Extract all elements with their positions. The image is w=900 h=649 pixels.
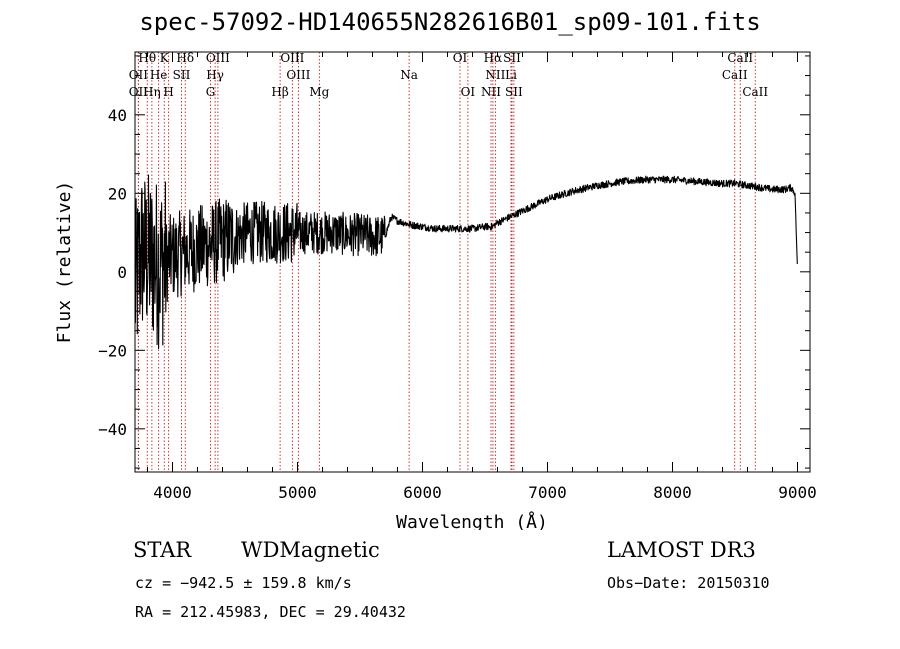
line-label-27: CaII <box>742 85 768 99</box>
line-label-8: CaII <box>727 51 753 65</box>
y-tick-label-20: 20 <box>108 184 127 203</box>
ra-dec-coordinates: RA = 212.45983, DEC = 29.40432 <box>135 603 406 621</box>
x-tick-label-9000: 9000 <box>778 483 817 502</box>
y-tick-label--20: −20 <box>98 341 127 360</box>
line-label-24: OI <box>461 85 476 99</box>
line-label-10: He <box>150 68 168 82</box>
y-axis-label: Flux (relative) <box>54 181 75 344</box>
line-label-6: Hα <box>484 51 503 65</box>
line-label-21: G <box>206 85 216 99</box>
object-type: STAR <box>133 538 192 562</box>
chart-title: spec-57092-HD140655N282616B01_sp09-101.f… <box>139 8 761 36</box>
x-tick-label-8000: 8000 <box>653 483 692 502</box>
object-subclass: WDMagnetic <box>241 538 380 562</box>
line-label-20: H <box>163 85 173 99</box>
x-tick-label-6000: 6000 <box>403 483 442 502</box>
x-tick-label-4000: 4000 <box>153 483 192 502</box>
line-label-3: OIII <box>206 51 230 65</box>
survey-name: LAMOST DR3 <box>607 538 756 562</box>
line-label-9: OII <box>129 68 149 82</box>
axes: 4000 5000 6000 7000 8000 9000 −40 −20 0 20 40 <box>98 51 817 502</box>
line-label-4: OIII <box>280 51 304 65</box>
line-label-14: Na <box>400 68 418 82</box>
line-label-0: Hθ <box>138 51 156 65</box>
line-label-13: OIII <box>286 68 310 82</box>
y-tick-label--40: −40 <box>98 420 127 439</box>
observation-date: Obs−Date: 20150310 <box>607 574 770 592</box>
line-label-5: OI <box>453 51 468 65</box>
line-label-11: SII <box>173 68 191 82</box>
line-label-17: CaII <box>722 68 748 82</box>
line-label-25: NII <box>481 85 501 99</box>
line-label-16: Li <box>505 68 517 82</box>
line-label-18: OII <box>129 85 149 99</box>
line-label-2: Hδ <box>176 51 194 65</box>
y-tick-label-0: 0 <box>117 263 127 282</box>
line-label-19: Hη <box>143 85 161 99</box>
line-label-22: Hβ <box>271 85 288 99</box>
line-label-1: K <box>160 51 170 65</box>
line-label-23: Mg <box>309 85 329 99</box>
plot-frame <box>134 51 811 473</box>
y-tick-label-40: 40 <box>108 106 127 125</box>
line-label-15: NII <box>485 68 505 82</box>
x-tick-label-5000: 5000 <box>278 483 317 502</box>
x-axis-label: Wavelength (Å) <box>396 511 548 530</box>
line-label-12: Hγ <box>206 68 224 82</box>
flux-series-line <box>134 174 798 350</box>
x-tick-label-7000: 7000 <box>528 483 567 502</box>
line-label-26: SII <box>505 85 523 99</box>
line-label-7: SII <box>503 51 521 65</box>
redshift-cz: cz = −942.5 ± 159.8 km/s <box>135 574 352 592</box>
